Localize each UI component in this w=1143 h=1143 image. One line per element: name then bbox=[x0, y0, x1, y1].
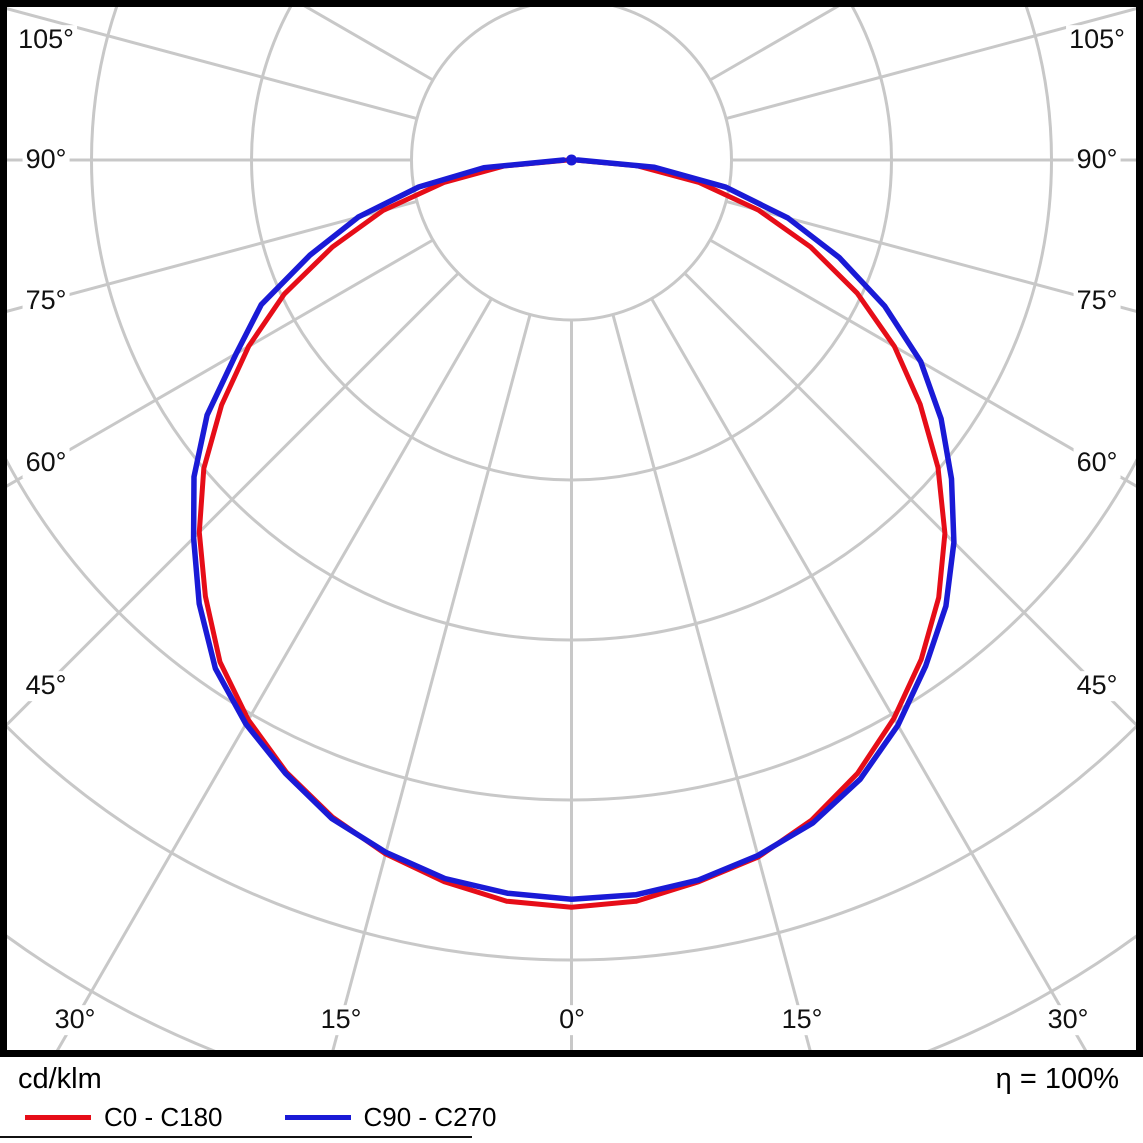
angle-label: 45° bbox=[1073, 670, 1121, 701]
radial-unit-label: cd/klm bbox=[18, 1063, 102, 1095]
angle-label: 105° bbox=[1066, 24, 1128, 55]
angle-label: 90° bbox=[1073, 144, 1121, 175]
legend-label-c0-c180: C0 - C180 bbox=[104, 1102, 223, 1132]
polar-chart bbox=[0, 0, 1143, 1057]
angle-label: 30° bbox=[51, 1004, 99, 1035]
legend-underline bbox=[0, 1136, 472, 1138]
legend-label-c90-c270: C90 - C270 bbox=[363, 1102, 497, 1132]
angle-label: 90° bbox=[22, 144, 70, 175]
legend: C0 - C180 C90 - C270 bbox=[25, 1102, 496, 1133]
angle-label: 75° bbox=[1073, 285, 1121, 316]
angle-labels: 0° 15° 15° 30° 30° 45° 45° 60° 60° 75° 75° 90° 90° 10… bbox=[15, 24, 1128, 1035]
angle-label: 30° bbox=[1044, 1004, 1092, 1035]
angle-label: 0° bbox=[556, 1004, 588, 1035]
legend-line-c90-c270-icon bbox=[284, 1115, 351, 1120]
angle-label: 15° bbox=[778, 1004, 826, 1035]
angle-label: 15° bbox=[317, 1004, 365, 1035]
efficiency-label: η = 100% bbox=[995, 1063, 1119, 1095]
angle-label: 60° bbox=[22, 447, 70, 478]
angle-label: 105° bbox=[15, 24, 77, 55]
legend-line-c0-c180-icon bbox=[25, 1115, 91, 1120]
angle-label: 75° bbox=[22, 285, 70, 316]
angle-label: 60° bbox=[1073, 447, 1121, 478]
angle-label: 45° bbox=[22, 670, 70, 701]
